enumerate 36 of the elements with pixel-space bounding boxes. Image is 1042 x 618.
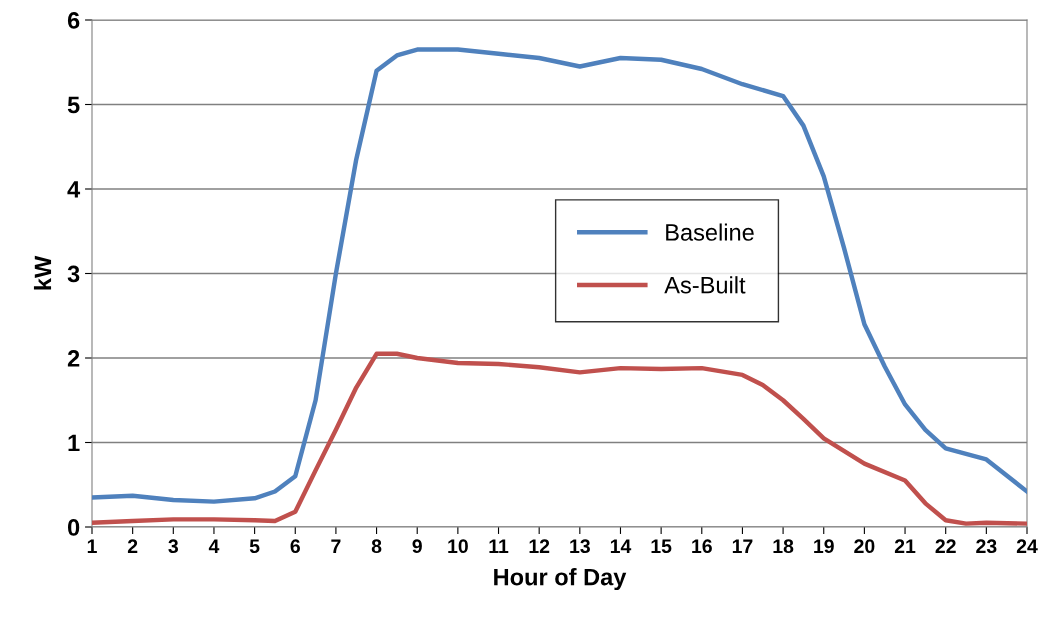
y-tick-label: 3 — [67, 265, 80, 283]
x-tick-label: 7 — [331, 539, 341, 553]
x-tick-label: 6 — [290, 539, 300, 554]
x-tick-label: 3 — [168, 539, 179, 554]
x-tick-label: 24 — [1016, 539, 1038, 553]
x-tick-label: 22 — [935, 539, 956, 553]
x-tick-label: 1 — [87, 539, 97, 553]
x-tick-label: 21 — [894, 539, 916, 553]
y-tick-label: 1 — [68, 434, 80, 452]
x-tick-label: 9 — [412, 539, 422, 554]
x-tick-label: 18 — [773, 539, 794, 554]
x-tick-label: 8 — [371, 539, 382, 554]
x-tick-label: 11 — [489, 539, 509, 553]
y-tick-label: 5 — [67, 96, 80, 114]
x-tick-label: 23 — [976, 539, 997, 554]
x-tick-label: 20 — [854, 539, 875, 554]
x-tick-label: 17 — [732, 539, 753, 553]
y-axis-title: kW — [33, 255, 52, 290]
y-tick-label: 2 — [67, 350, 80, 367]
x-axis-title: Hour of Day — [494, 568, 627, 591]
x-tick-label: 19 — [814, 539, 834, 554]
x-tick-label: 4 — [208, 539, 220, 553]
x-tick-label: 10 — [448, 539, 468, 554]
y-tick-label: 0 — [68, 519, 80, 536]
y-tick-label: 6 — [67, 12, 80, 29]
x-tick-label: 15 — [651, 539, 672, 554]
x-tick-label: 13 — [570, 539, 590, 554]
x-tick-label: 16 — [692, 539, 712, 554]
line-series — [92, 47, 1027, 504]
legend-label: As-Built — [664, 276, 746, 294]
x-tick-label: 5 — [249, 539, 260, 554]
x-tick-label: 2 — [127, 539, 138, 553]
y-tick-label: 4 — [67, 181, 81, 198]
x-tick-label: 12 — [529, 539, 550, 553]
legend-label: Baseline — [666, 223, 754, 241]
x-tick-label: 14 — [610, 539, 632, 553]
